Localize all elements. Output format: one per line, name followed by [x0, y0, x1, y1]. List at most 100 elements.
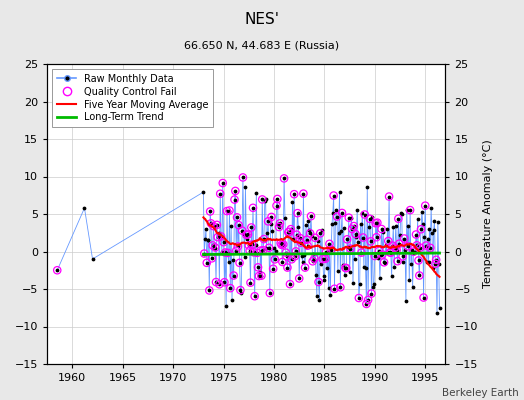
Point — [228, 257, 237, 263]
Point — [211, 244, 220, 251]
Point — [227, 223, 235, 229]
Point — [277, 242, 286, 248]
Point — [298, 252, 306, 259]
Point — [362, 301, 370, 307]
Point — [379, 229, 387, 236]
Point — [248, 241, 256, 248]
Point — [419, 294, 428, 301]
Point — [203, 260, 211, 266]
Point — [434, 219, 442, 225]
Point — [275, 224, 283, 230]
Point — [233, 214, 241, 220]
Point — [290, 191, 298, 197]
Point — [344, 244, 352, 251]
Point — [341, 265, 350, 271]
Point — [334, 230, 343, 236]
Point — [381, 242, 390, 248]
Point — [355, 295, 363, 301]
Point — [317, 261, 325, 268]
Point — [421, 202, 430, 209]
Point — [345, 268, 354, 275]
Point — [377, 226, 386, 232]
Point — [342, 265, 351, 271]
Point — [274, 220, 282, 227]
Point — [372, 220, 380, 226]
Point — [80, 205, 89, 211]
Point — [234, 243, 242, 250]
Point — [391, 244, 399, 251]
Point — [359, 264, 368, 270]
Point — [217, 233, 225, 240]
Point — [348, 226, 356, 232]
Point — [223, 208, 231, 214]
Point — [256, 248, 265, 254]
Point — [417, 226, 425, 232]
Point — [339, 261, 347, 268]
Point — [370, 253, 379, 259]
Point — [250, 293, 259, 300]
Point — [255, 273, 263, 279]
Point — [416, 244, 424, 251]
Point — [246, 280, 255, 286]
Point — [396, 232, 404, 238]
Point — [338, 210, 346, 216]
Point — [421, 202, 430, 209]
Point — [241, 253, 249, 260]
Point — [252, 242, 260, 248]
Point — [346, 246, 355, 252]
Point — [250, 293, 259, 300]
Point — [228, 297, 236, 303]
Point — [211, 244, 220, 251]
Point — [394, 258, 402, 264]
Point — [356, 221, 365, 228]
Point — [409, 248, 418, 255]
Point — [239, 174, 247, 181]
Point — [208, 255, 216, 262]
Point — [335, 188, 344, 195]
Point — [220, 239, 228, 245]
Point — [221, 249, 230, 256]
Point — [288, 256, 296, 262]
Point — [225, 207, 234, 214]
Point — [380, 259, 388, 266]
Point — [349, 280, 357, 286]
Point — [273, 196, 281, 202]
Point — [394, 216, 402, 222]
Point — [303, 242, 312, 249]
Point — [283, 264, 292, 271]
Point — [302, 237, 311, 243]
Point — [373, 220, 381, 226]
Point — [245, 247, 254, 254]
Point — [355, 281, 364, 288]
Point — [296, 235, 304, 241]
Point — [53, 267, 61, 274]
Point — [232, 248, 241, 254]
Point — [266, 220, 275, 227]
Point — [253, 250, 261, 256]
Point — [226, 285, 235, 291]
Point — [209, 242, 217, 249]
Point — [272, 202, 281, 209]
Point — [225, 207, 234, 214]
Point — [364, 297, 372, 303]
Point — [282, 253, 291, 260]
Point — [410, 250, 419, 257]
Point — [236, 287, 245, 293]
Point — [422, 242, 430, 249]
Point — [372, 220, 380, 226]
Point — [212, 279, 220, 285]
Point — [260, 198, 269, 204]
Point — [278, 259, 287, 265]
Point — [233, 214, 241, 220]
Point — [359, 234, 367, 241]
Point — [364, 297, 372, 303]
Point — [373, 220, 381, 226]
Point — [249, 249, 258, 256]
Point — [209, 223, 217, 229]
Point — [385, 193, 394, 200]
Point — [288, 199, 297, 206]
Point — [231, 188, 239, 194]
Point — [313, 238, 322, 244]
Point — [408, 247, 416, 253]
Point — [423, 235, 432, 242]
